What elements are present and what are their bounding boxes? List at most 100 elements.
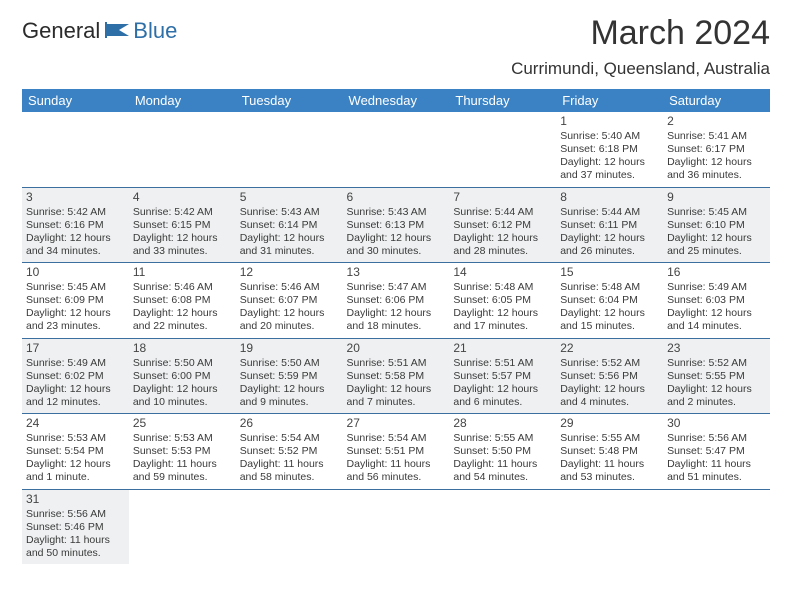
day-detail: and 17 minutes.	[453, 320, 552, 333]
calendar-week: 3Sunrise: 5:42 AMSunset: 6:16 PMDaylight…	[22, 187, 770, 263]
day-detail: Daylight: 12 hours	[560, 232, 659, 245]
day-detail: Daylight: 12 hours	[26, 232, 125, 245]
day-detail: Daylight: 12 hours	[133, 383, 232, 396]
day-detail: Sunset: 5:51 PM	[347, 445, 446, 458]
day-detail: Sunrise: 5:43 AM	[240, 206, 339, 219]
day-detail: Sunrise: 5:42 AM	[133, 206, 232, 219]
calendar-empty	[236, 112, 343, 187]
calendar-day: 20Sunrise: 5:51 AMSunset: 5:58 PMDayligh…	[343, 338, 450, 414]
day-detail: and 7 minutes.	[347, 396, 446, 409]
day-detail: and 14 minutes.	[667, 320, 766, 333]
day-detail: Sunset: 6:08 PM	[133, 294, 232, 307]
calendar-day: 7Sunrise: 5:44 AMSunset: 6:12 PMDaylight…	[449, 187, 556, 263]
calendar-day: 17Sunrise: 5:49 AMSunset: 6:02 PMDayligh…	[22, 338, 129, 414]
calendar-day: 31Sunrise: 5:56 AMSunset: 5:46 PMDayligh…	[22, 489, 129, 564]
day-detail: Sunrise: 5:48 AM	[453, 281, 552, 294]
day-detail: Daylight: 12 hours	[347, 232, 446, 245]
day-detail: Daylight: 12 hours	[667, 307, 766, 320]
calendar-day: 25Sunrise: 5:53 AMSunset: 5:53 PMDayligh…	[129, 414, 236, 490]
day-detail: Sunset: 5:48 PM	[560, 445, 659, 458]
day-detail: and 34 minutes.	[26, 245, 125, 258]
calendar-day: 24Sunrise: 5:53 AMSunset: 5:54 PMDayligh…	[22, 414, 129, 490]
day-detail: Sunrise: 5:40 AM	[560, 130, 659, 143]
day-detail: and 10 minutes.	[133, 396, 232, 409]
day-detail: Daylight: 12 hours	[347, 307, 446, 320]
day-detail: Sunset: 5:52 PM	[240, 445, 339, 458]
calendar-day: 2Sunrise: 5:41 AMSunset: 6:17 PMDaylight…	[663, 112, 770, 187]
calendar-week: 31Sunrise: 5:56 AMSunset: 5:46 PMDayligh…	[22, 489, 770, 564]
day-detail: Sunset: 6:13 PM	[347, 219, 446, 232]
day-detail: Sunset: 5:59 PM	[240, 370, 339, 383]
day-detail: Sunset: 5:58 PM	[347, 370, 446, 383]
calendar-day: 27Sunrise: 5:54 AMSunset: 5:51 PMDayligh…	[343, 414, 450, 490]
day-detail: Daylight: 11 hours	[453, 458, 552, 471]
day-detail: Daylight: 12 hours	[560, 383, 659, 396]
day-detail: Daylight: 12 hours	[26, 307, 125, 320]
day-detail: and 20 minutes.	[240, 320, 339, 333]
day-detail: and 2 minutes.	[667, 396, 766, 409]
day-detail: Sunrise: 5:41 AM	[667, 130, 766, 143]
day-detail: and 4 minutes.	[560, 396, 659, 409]
day-detail: Sunrise: 5:45 AM	[667, 206, 766, 219]
day-detail: and 22 minutes.	[133, 320, 232, 333]
calendar-day: 6Sunrise: 5:43 AMSunset: 6:13 PMDaylight…	[343, 187, 450, 263]
day-detail: Sunset: 5:56 PM	[560, 370, 659, 383]
calendar-week: 17Sunrise: 5:49 AMSunset: 6:02 PMDayligh…	[22, 338, 770, 414]
day-detail: Sunset: 6:06 PM	[347, 294, 446, 307]
day-detail: Daylight: 12 hours	[453, 307, 552, 320]
calendar-day: 1Sunrise: 5:40 AMSunset: 6:18 PMDaylight…	[556, 112, 663, 187]
calendar-day: 18Sunrise: 5:50 AMSunset: 6:00 PMDayligh…	[129, 338, 236, 414]
day-detail: and 6 minutes.	[453, 396, 552, 409]
day-detail: and 56 minutes.	[347, 471, 446, 484]
day-detail: and 36 minutes.	[667, 169, 766, 182]
day-detail: Daylight: 12 hours	[347, 383, 446, 396]
calendar-day: 13Sunrise: 5:47 AMSunset: 6:06 PMDayligh…	[343, 263, 450, 339]
day-detail: Sunrise: 5:55 AM	[453, 432, 552, 445]
day-detail: and 12 minutes.	[26, 396, 125, 409]
day-number: 17	[26, 341, 125, 356]
day-detail: Sunset: 6:16 PM	[26, 219, 125, 232]
calendar-empty	[236, 489, 343, 564]
day-number: 31	[26, 492, 125, 507]
calendar-week: 10Sunrise: 5:45 AMSunset: 6:09 PMDayligh…	[22, 263, 770, 339]
day-detail: Daylight: 12 hours	[133, 232, 232, 245]
day-detail: Sunset: 6:03 PM	[667, 294, 766, 307]
day-detail: Sunset: 5:50 PM	[453, 445, 552, 458]
calendar-day: 4Sunrise: 5:42 AMSunset: 6:15 PMDaylight…	[129, 187, 236, 263]
day-detail: and 33 minutes.	[133, 245, 232, 258]
day-detail: Sunrise: 5:56 AM	[26, 508, 125, 521]
calendar-table: SundayMondayTuesdayWednesdayThursdayFrid…	[22, 89, 770, 564]
weekday-header: Monday	[129, 89, 236, 112]
day-detail: Daylight: 11 hours	[667, 458, 766, 471]
day-detail: Sunrise: 5:49 AM	[667, 281, 766, 294]
day-detail: Sunrise: 5:53 AM	[26, 432, 125, 445]
day-detail: Sunset: 6:09 PM	[26, 294, 125, 307]
day-detail: Sunrise: 5:46 AM	[240, 281, 339, 294]
calendar-empty	[343, 489, 450, 564]
logo-flag-icon	[105, 20, 131, 43]
weekday-header: Tuesday	[236, 89, 343, 112]
calendar-day: 11Sunrise: 5:46 AMSunset: 6:08 PMDayligh…	[129, 263, 236, 339]
day-detail: and 25 minutes.	[667, 245, 766, 258]
day-detail: Daylight: 12 hours	[26, 383, 125, 396]
day-number: 1	[560, 114, 659, 129]
calendar-empty	[343, 112, 450, 187]
day-detail: Daylight: 12 hours	[453, 383, 552, 396]
header: General Blue March 2024 Currimundi, Quee…	[22, 14, 770, 79]
day-number: 28	[453, 416, 552, 431]
day-detail: Sunrise: 5:53 AM	[133, 432, 232, 445]
calendar-day: 22Sunrise: 5:52 AMSunset: 5:56 PMDayligh…	[556, 338, 663, 414]
title-block: March 2024 Currimundi, Queensland, Austr…	[511, 14, 770, 79]
logo-text-general: General	[22, 18, 100, 44]
day-detail: and 54 minutes.	[453, 471, 552, 484]
day-number: 29	[560, 416, 659, 431]
day-detail: Sunrise: 5:42 AM	[26, 206, 125, 219]
weekday-header: Saturday	[663, 89, 770, 112]
day-detail: Sunrise: 5:51 AM	[453, 357, 552, 370]
day-number: 13	[347, 265, 446, 280]
day-detail: and 51 minutes.	[667, 471, 766, 484]
calendar-empty	[129, 489, 236, 564]
day-number: 18	[133, 341, 232, 356]
calendar-empty	[556, 489, 663, 564]
day-detail: Daylight: 12 hours	[240, 383, 339, 396]
